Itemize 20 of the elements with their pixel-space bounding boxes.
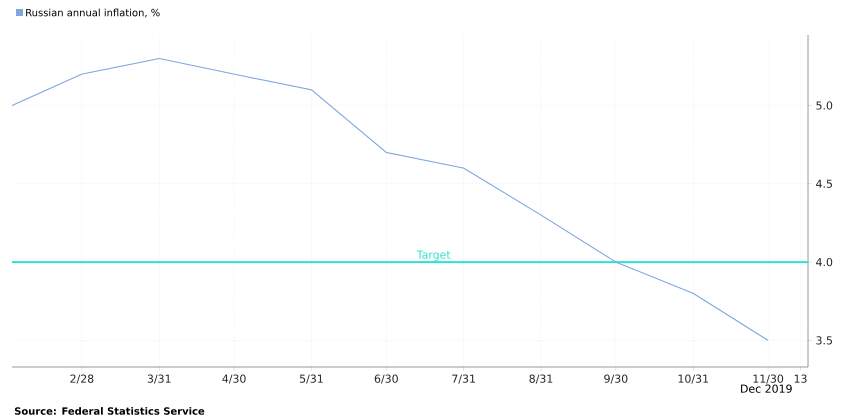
x-tick-label: 13 [794,374,807,383]
y-tick-label: 5.0 [816,101,832,110]
source-note: Source: Federal Statistics Service [14,407,204,415]
x-tick-label: 5/31 [300,374,323,384]
legend-label: Russian annual inflation, % [26,8,160,18]
x-tick-label: 8/31 [529,374,552,384]
x-tick-label: 2/28 [70,374,94,384]
y-tick-label: 4.5 [816,180,832,188]
x-tick-label: 9/30 [604,374,628,384]
y-tick-label: 3.5 [816,336,832,345]
x-axis-title: Dec 2019 [741,384,792,393]
x-tick-label: 4/30 [222,374,246,384]
ref-line-label: Target [416,250,450,261]
line-series [11,58,769,341]
x-tick-label: 11/30 [754,374,784,384]
x-tick-label: 10/31 [678,374,708,384]
y-tick-label: 4.0 [816,258,832,266]
x-tick-label: 7/31 [452,374,475,384]
x-tick-label: 6/30 [374,374,398,384]
x-tick-label: 3/31 [148,374,171,384]
